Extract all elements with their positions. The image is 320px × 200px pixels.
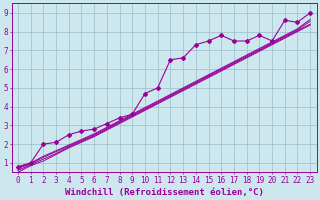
X-axis label: Windchill (Refroidissement éolien,°C): Windchill (Refroidissement éolien,°C) bbox=[65, 188, 263, 197]
